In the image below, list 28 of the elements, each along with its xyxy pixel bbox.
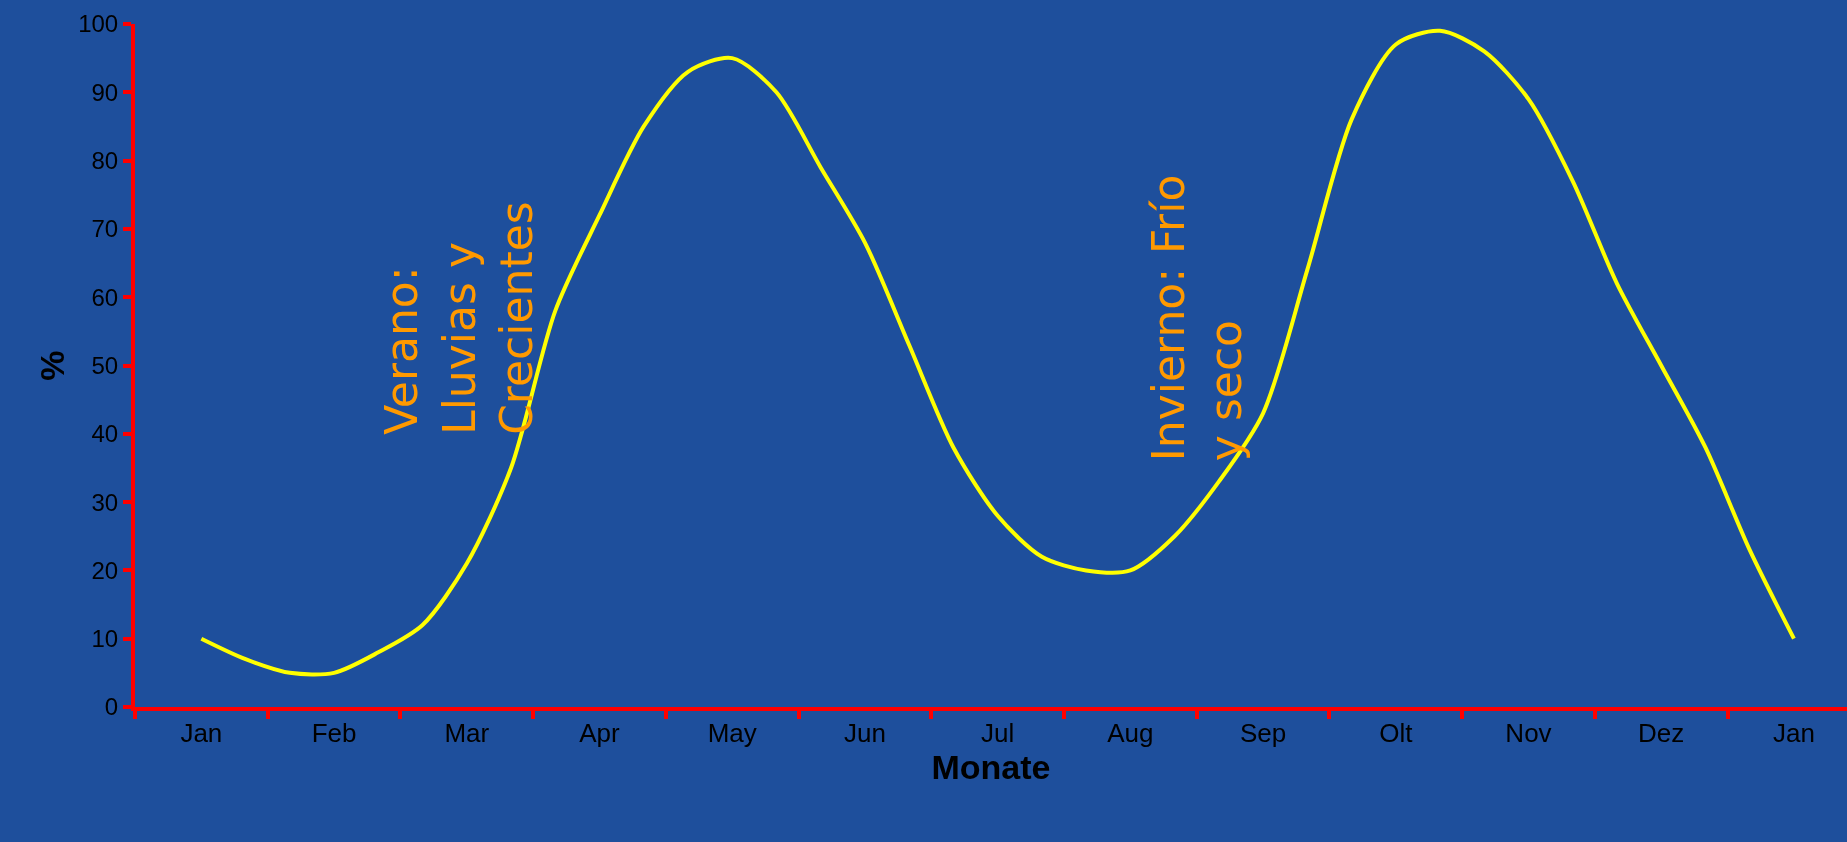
x-tick-label: Jul [981,718,1015,749]
x-tick-label: Sep [1239,718,1287,749]
annotation: Verano: Lluvias y Crecientes [376,201,542,435]
x-tick-label: Dez [1638,718,1685,749]
y-tick-label: 100 [78,10,119,38]
annotation: Invierno: Frío y seco [1142,174,1251,462]
x-tick-label: Olt [1379,718,1414,749]
x-tick-label: Aug [1107,718,1154,749]
x-tick-label: Nov [1505,718,1552,749]
y-tick-label: 90 [91,78,119,106]
x-tick-label: Jan [1772,718,1815,749]
y-axis-title: % [33,350,72,381]
x-tick-label: Feb [311,718,357,749]
x-tick-label: Jun [843,718,886,749]
y-tick-label: 40 [91,420,119,448]
y-tick-label: 60 [91,283,119,311]
x-tick-label: Mar [444,718,490,749]
y-tick-label: 0 [104,693,119,721]
x-axis-title: Monate [931,748,1051,787]
y-tick-label: 20 [91,556,119,584]
x-tick-label: May [707,718,757,749]
y-tick-label: 30 [91,488,119,516]
y-tick-label: 50 [91,351,119,379]
x-tick-label: Apr [579,718,621,749]
x-tick-label: Jan [180,718,223,749]
y-tick-label: 70 [91,215,119,243]
y-tick-label: 10 [91,625,119,653]
y-tick-label: 80 [91,147,119,174]
